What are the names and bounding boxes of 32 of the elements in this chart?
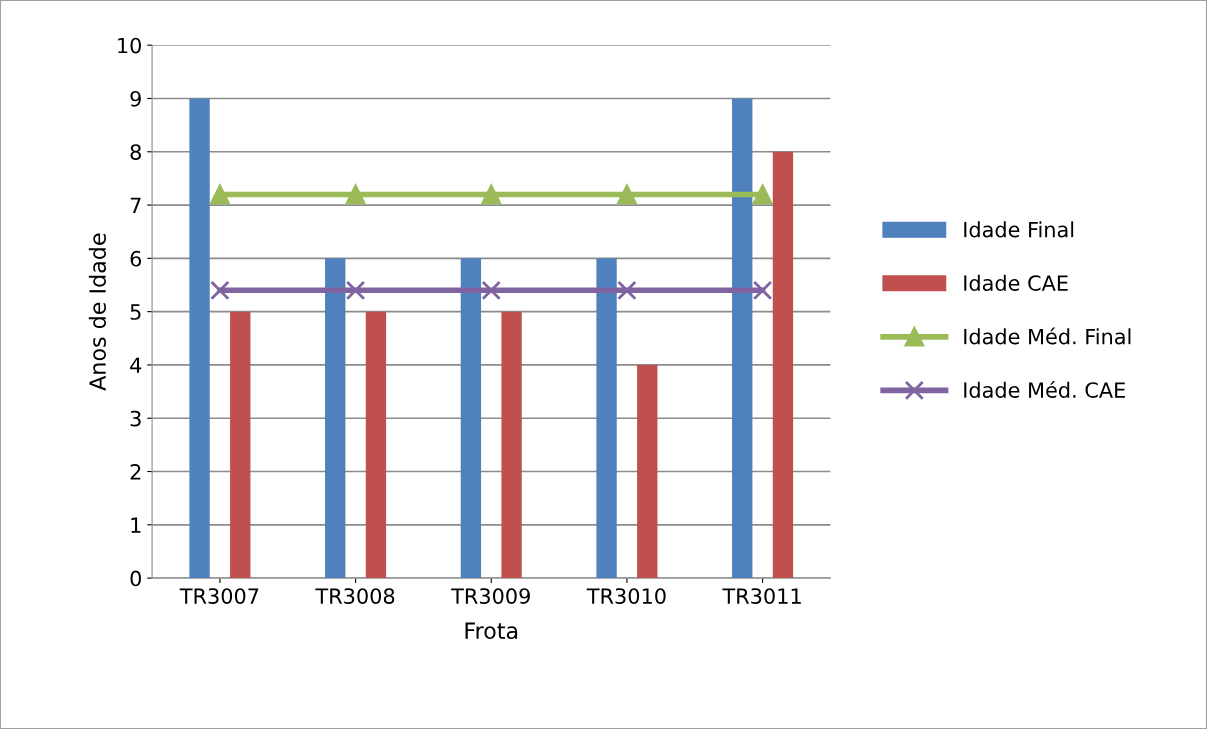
y-tick-label: 0 [130, 570, 141, 587]
y-tick-label: 6 [130, 250, 142, 267]
y-tick-label: 8 [130, 144, 141, 160]
x-axis-title: Frota [465, 622, 518, 640]
y-tick-label: 9 [130, 90, 141, 107]
bar [501, 311, 522, 579]
bar [596, 258, 617, 579]
legend-label: Idade Final [964, 221, 1074, 238]
x-tick-label: TR3011 [722, 588, 801, 604]
bar [637, 364, 658, 579]
x-tick-label: TR3008 [315, 588, 395, 604]
bar [460, 258, 482, 579]
y-tick-label: 7 [130, 197, 141, 213]
x-tick-label: TR3009 [451, 588, 530, 604]
legend-label: Idade Méd. CAE [964, 380, 1125, 398]
bar [732, 98, 753, 579]
bar [189, 98, 210, 579]
bar [325, 258, 346, 579]
legend-label: Idade Méd. Final [964, 327, 1131, 345]
y-axis-title: Anos de Idade [88, 233, 106, 391]
legend-label: Idade CAE [964, 274, 1068, 291]
bar [365, 311, 387, 579]
x-tick-label: TR3010 [586, 588, 666, 604]
bar [772, 151, 794, 579]
y-tick-label: 1 [131, 517, 141, 533]
y-tick-label: 5 [130, 304, 141, 320]
bar [230, 311, 251, 579]
x-tick-label: TR3007 [179, 588, 259, 604]
y-tick-label: 10 [118, 37, 141, 54]
y-tick-label: 4 [130, 357, 142, 373]
y-tick-label: 2 [130, 463, 141, 480]
y-tick-label: 3 [130, 410, 141, 427]
